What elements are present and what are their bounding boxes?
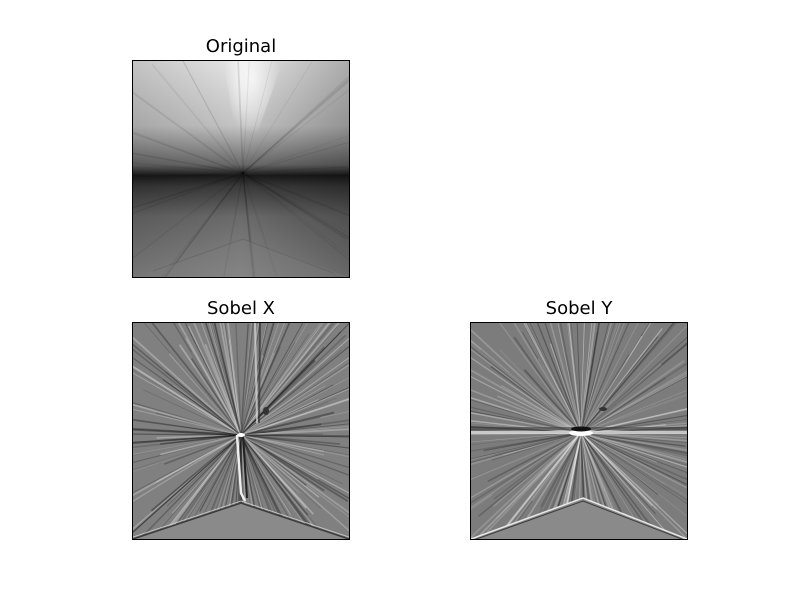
original-image-drawing bbox=[133, 61, 349, 277]
original-image bbox=[132, 60, 350, 278]
panel-title-sobel-y: Sobel Y bbox=[470, 298, 688, 319]
sobel-y-image bbox=[470, 322, 688, 540]
panel-title-sobel-x: Sobel X bbox=[132, 298, 350, 319]
sobel-x-image bbox=[132, 322, 350, 540]
sobel-y-drawing bbox=[471, 323, 687, 539]
panel-title-original: Original bbox=[132, 36, 350, 57]
sobel-x-drawing bbox=[133, 323, 349, 539]
